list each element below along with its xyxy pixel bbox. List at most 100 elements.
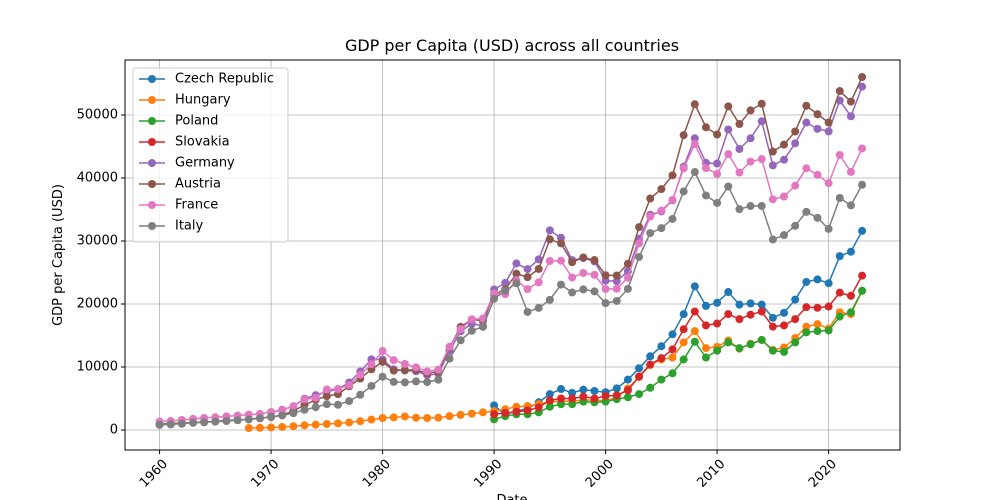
- data-point: [858, 73, 867, 82]
- data-point: [400, 366, 409, 375]
- data-point: [534, 255, 543, 264]
- data-point: [445, 412, 454, 421]
- data-point: [467, 409, 476, 418]
- data-point: [835, 87, 844, 96]
- data-point: [846, 291, 855, 300]
- data-point: [713, 130, 722, 139]
- data-point: [389, 366, 398, 375]
- data-point: [568, 388, 577, 397]
- data-point: [356, 370, 365, 379]
- data-point: [757, 99, 766, 108]
- data-point: [858, 226, 867, 235]
- data-point: [735, 344, 744, 353]
- data-point: [322, 420, 331, 429]
- data-point: [612, 271, 621, 280]
- data-point: [467, 326, 476, 335]
- data-point: [813, 170, 822, 179]
- data-point: [601, 271, 610, 280]
- data-point: [701, 321, 710, 330]
- data-point: [367, 381, 376, 390]
- data-point: [724, 150, 733, 159]
- data-point: [233, 416, 242, 425]
- data-point: [568, 400, 577, 409]
- data-point: [289, 422, 298, 431]
- data-point: [690, 139, 699, 148]
- data-point: [679, 187, 688, 196]
- data-point: [612, 277, 621, 286]
- data-point: [635, 364, 644, 373]
- data-point: [267, 423, 276, 432]
- data-point: [824, 179, 833, 188]
- data-point: [545, 256, 554, 265]
- legend-label: Czech Republic: [175, 72, 274, 87]
- data-point: [768, 322, 777, 331]
- legend-label: Poland: [175, 114, 218, 129]
- data-point: [858, 82, 867, 91]
- legend: Czech Republic Hungary Poland Slovakia Germa…: [132, 67, 289, 243]
- data-point: [746, 340, 755, 349]
- data-point: [300, 395, 309, 404]
- data-point: [612, 284, 621, 293]
- data-point: [657, 224, 666, 233]
- data-point: [724, 310, 733, 319]
- data-point: [713, 198, 722, 207]
- data-point: [690, 337, 699, 346]
- data-point: [768, 147, 777, 156]
- data-point: [724, 125, 733, 134]
- data-point: [456, 410, 465, 419]
- data-point: [813, 124, 822, 133]
- legend-marker: [148, 117, 156, 125]
- data-point: [813, 110, 822, 119]
- data-point: [690, 168, 699, 177]
- data-point: [690, 134, 699, 143]
- data-point: [412, 413, 421, 422]
- data-point: [590, 386, 599, 395]
- legend-marker: [148, 180, 156, 188]
- data-point: [523, 273, 532, 282]
- data-point: [400, 412, 409, 421]
- data-point: [757, 117, 766, 126]
- data-point: [601, 397, 610, 406]
- data-point: [735, 205, 744, 214]
- data-point: [635, 252, 644, 261]
- data-point: [300, 405, 309, 414]
- data-point: [791, 295, 800, 304]
- data-point: [635, 223, 644, 232]
- data-point: [579, 392, 588, 401]
- data-point: [701, 301, 710, 310]
- data-point: [746, 106, 755, 115]
- data-point: [490, 410, 499, 419]
- data-point: [389, 413, 398, 422]
- data-point: [780, 321, 789, 330]
- series-line: [494, 275, 863, 415]
- data-point: [534, 403, 543, 412]
- data-point: [780, 231, 789, 240]
- data-point: [768, 161, 777, 170]
- data-point: [646, 229, 655, 238]
- data-point: [601, 299, 610, 308]
- data-point: [557, 256, 566, 265]
- data-point: [780, 192, 789, 201]
- data-point: [735, 315, 744, 324]
- data-point: [813, 320, 822, 329]
- data-point: [623, 284, 632, 293]
- data-point: [356, 390, 365, 399]
- data-point: [679, 355, 688, 364]
- data-point: [601, 276, 610, 285]
- data-point: [523, 307, 532, 316]
- data-point: [333, 419, 342, 428]
- data-point: [512, 269, 521, 278]
- data-point: [200, 418, 209, 427]
- data-point: [478, 322, 487, 331]
- data-point: [713, 169, 722, 178]
- data-point: [735, 120, 744, 129]
- data-point: [501, 408, 510, 417]
- data-point: [623, 259, 632, 268]
- data-point: [244, 415, 253, 424]
- data-point: [289, 402, 298, 411]
- data-point: [545, 390, 554, 399]
- data-point: [378, 357, 387, 366]
- data-point: [635, 372, 644, 381]
- data-point: [858, 286, 867, 295]
